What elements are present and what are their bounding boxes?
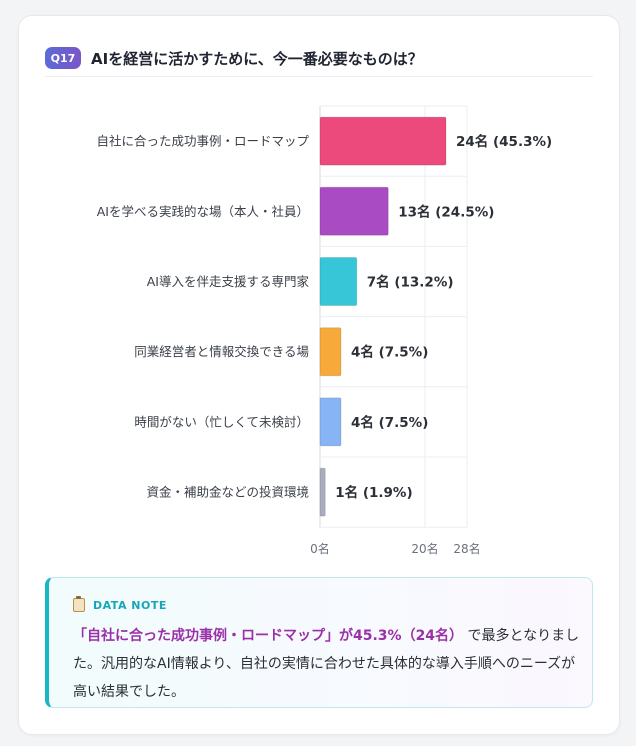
bar bbox=[319, 186, 389, 236]
x-tick-label: 0名 bbox=[310, 541, 330, 556]
bar bbox=[319, 327, 342, 377]
x-tick-label: 28名 bbox=[453, 541, 480, 556]
value-label: 24名 (45.3%) bbox=[456, 133, 552, 150]
chart-grid bbox=[319, 105, 468, 528]
bar bbox=[319, 467, 326, 517]
bar-chart: 自社に合った成功事例・ロードマップ AIを学べる実践的な場（本人・社員） AI導入を… bbox=[96, 105, 552, 556]
question-header: Q17 AIを経営に活かすために、今一番必要なものは？ bbox=[45, 40, 593, 77]
value-label: 4名 (7.5%) bbox=[351, 344, 428, 361]
x-axis-ticks: 0名 20名 28名 bbox=[310, 541, 480, 556]
value-label: 13名 (24.5%) bbox=[398, 203, 494, 220]
clipboard-icon bbox=[73, 596, 85, 612]
question-title: AIを経営に活かすために、今一番必要なものは？ bbox=[91, 49, 423, 68]
data-note: DATA NOTE 「自社に合った成功事例・ロードマップ」が45.3%（24名）… bbox=[45, 577, 593, 708]
category-label: 時間がない（忙しくて未検討） bbox=[134, 414, 309, 429]
bar bbox=[319, 116, 447, 166]
chart-bars bbox=[319, 116, 447, 517]
category-label: 自社に合った成功事例・ロードマップ bbox=[96, 134, 309, 149]
note-highlight: 「自社に合った成功事例・ロードマップ」が45.3%（24名） bbox=[73, 628, 464, 644]
question-badge: Q17 bbox=[45, 47, 81, 69]
bar bbox=[319, 257, 358, 306]
survey-card: Q17 AIを経営に活かすために、今一番必要なものは？ 自社に合った成功事例・ロ… bbox=[18, 15, 620, 735]
category-label: 資金・補助金などの投資環境 bbox=[146, 485, 309, 500]
note-body: で最多となりました。汎用的なAI情報より、自社の実情に合わせた具体的な導入手順へ… bbox=[73, 628, 580, 700]
value-label: 1名 (1.9%) bbox=[335, 484, 412, 501]
category-labels: 自社に合った成功事例・ロードマップ AIを学べる実践的な場（本人・社員） AI導入を… bbox=[96, 134, 309, 500]
bar bbox=[319, 397, 342, 447]
x-tick-label: 20名 bbox=[411, 541, 438, 556]
category-label: AIを学べる実践的な場（本人・社員） bbox=[97, 204, 309, 219]
note-heading-text: DATA NOTE bbox=[93, 598, 167, 612]
value-label: 4名 (7.5%) bbox=[351, 414, 428, 431]
category-label: 同業経営者と情報交換できる場 bbox=[134, 344, 309, 359]
value-labels: 24名 (45.3%) 13名 (24.5%) 7名 (13.2%) 4名 (7.5%… bbox=[335, 133, 552, 501]
note-text: 「自社に合った成功事例・ロードマップ」が45.3%（24名） で最多となりました… bbox=[73, 622, 583, 706]
category-label: AI導入を伴走支援する専門家 bbox=[147, 274, 310, 289]
note-heading: DATA NOTE bbox=[73, 596, 167, 612]
value-label: 7名 (13.2%) bbox=[367, 274, 454, 291]
